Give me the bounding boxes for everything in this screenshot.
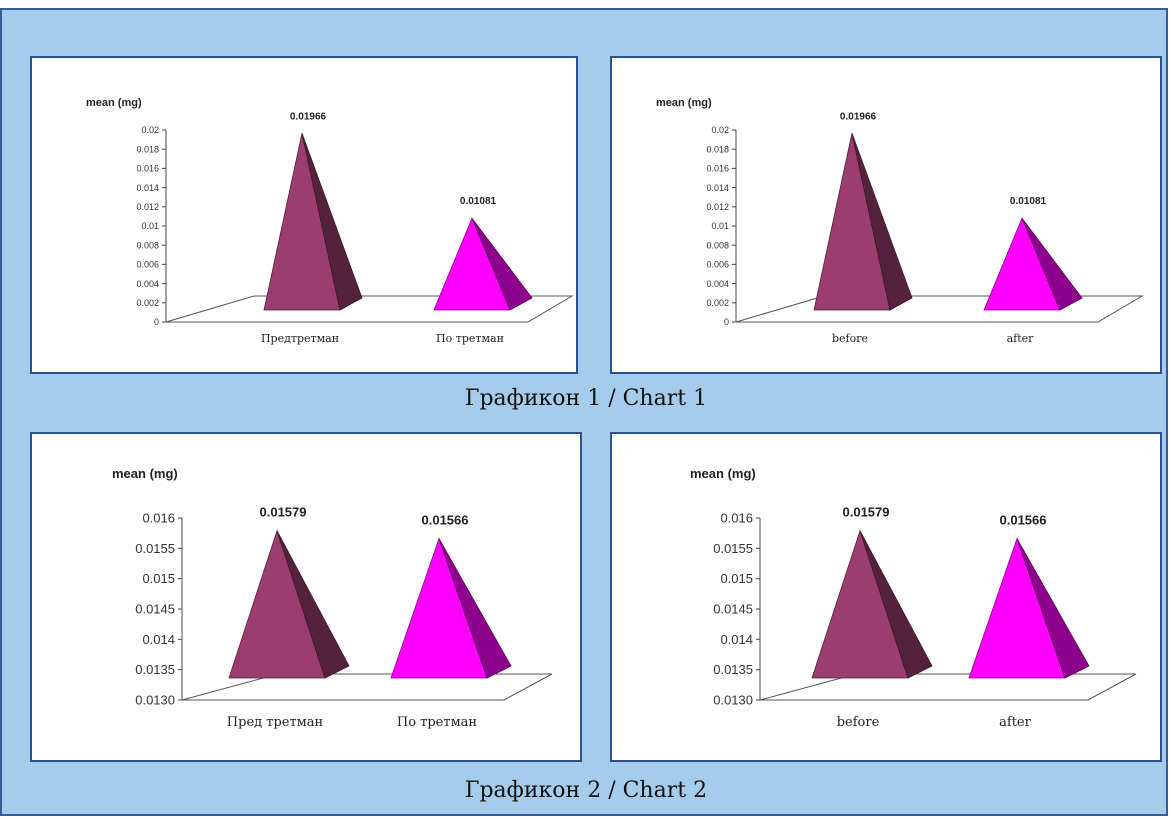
chart-1b-svg: mean (mg) 0.02 0.018 0.016 0.014 0.012 0.01 0.0…: [656, 97, 1144, 345]
y-tick-label: 0.008: [136, 240, 159, 250]
chart-floor: [759, 673, 1137, 701]
y-tick-label: 0.0155: [713, 541, 753, 556]
y-tick-label: 0.002: [136, 298, 159, 308]
y-tick-label: 0.02: [711, 125, 729, 135]
y-tick-label: 0.016: [720, 511, 753, 526]
chart-1a-svg: mean (mg) 0.02 0.018 0.016 0.014 0.012 0.01 0.0…: [86, 97, 574, 345]
y-tick-label: 0.014: [142, 632, 175, 647]
y-axis-label: mean (mg): [690, 466, 756, 481]
category-label: after: [999, 715, 1031, 730]
y-tick-label: 0.018: [136, 144, 159, 154]
category-label: По третман: [436, 332, 504, 345]
y-tick-label: 0.002: [706, 298, 729, 308]
y-tick-label: 0.004: [706, 279, 729, 289]
chart-2a-svg: mean (mg) 0.016 0.0155 0.015 0.0145 0.014 0.01…: [112, 466, 553, 730]
data-label: 0.01966: [290, 111, 327, 122]
y-tick-label: 0.0130: [713, 693, 753, 708]
data-label: 0.01081: [1010, 196, 1047, 207]
y-tick-label: 0.008: [706, 240, 729, 250]
y-axis-label: mean (mg): [86, 97, 142, 109]
data-label: 0.01966: [840, 111, 877, 122]
y-tick-label: 0: [154, 317, 159, 327]
category-label: Пред третман: [227, 715, 323, 730]
chart-panel-2b: mean (mg) 0.016 0.0155 0.015 0.0145 0.014 0.01…: [610, 432, 1162, 762]
y-tick-label: 0.012: [706, 202, 729, 212]
data-label: 0.01579: [260, 505, 307, 520]
y-tick-label: 0.0135: [135, 662, 175, 677]
category-label: Предтретман: [261, 332, 339, 345]
y-tick-label: 0.014: [720, 632, 753, 647]
category-label: before: [837, 715, 880, 730]
category-label: По третман: [397, 715, 477, 730]
chart-panel-2a: mean (mg) 0.016 0.0155 0.015 0.0145 0.014 0.01…: [30, 432, 582, 762]
chart-floor: [181, 673, 553, 701]
chart-floor: [735, 295, 1144, 323]
y-tick-label: 0.02: [141, 125, 159, 135]
y-tick-label: 0.014: [706, 183, 729, 193]
chart-panel-1a: mean (mg) 0.02 0.018 0.016 0.014 0.012 0.01 0.0…: [30, 56, 578, 374]
y-tick-label: 0.016: [706, 164, 729, 174]
y-tick-label: 0.0135: [713, 662, 753, 677]
y-tick-label: 0.006: [706, 260, 729, 270]
y-tick-label: 0.004: [136, 279, 159, 289]
caption-chart-2: Графикон 2 / Chart 2: [464, 778, 708, 803]
pyramid-side-face: [851, 133, 913, 311]
y-tick-label: 0.015: [720, 571, 753, 586]
y-tick-label: 0.0130: [135, 693, 175, 708]
pyramid-side-face: [1016, 538, 1090, 679]
y-tick-label: 0.006: [136, 260, 159, 270]
pyramid-side-face: [471, 217, 533, 311]
chart-2b-svg: mean (mg) 0.016 0.0155 0.015 0.0145 0.014 0.01…: [690, 466, 1137, 730]
pyramid-side-face: [438, 538, 512, 679]
y-tick-label: 0.01: [711, 221, 729, 231]
data-label: 0.01579: [843, 505, 890, 520]
y-tick-label: 0.016: [136, 164, 159, 174]
y-tick-label: 0.01: [141, 221, 159, 231]
chart-panel-1b: mean (mg) 0.02 0.018 0.016 0.014 0.012 0.01 0.0…: [610, 56, 1162, 374]
pyramid-side-face: [1021, 217, 1083, 311]
y-tick-label: 0: [724, 317, 729, 327]
y-tick-label: 0.015: [142, 571, 175, 586]
y-tick-label: 0.0145: [135, 602, 175, 617]
category-label: after: [1007, 332, 1035, 345]
y-tick-label: 0.012: [136, 202, 159, 212]
category-label: before: [832, 332, 868, 345]
y-tick-label: 0.0145: [713, 602, 753, 617]
data-label: 0.01566: [1000, 513, 1047, 528]
y-tick-label: 0.016: [142, 511, 175, 526]
y-tick-label: 0.0155: [135, 541, 175, 556]
figure-frame: mean (mg) 0.02 0.018 0.016 0.014 0.012 0.01 0.0…: [0, 8, 1168, 816]
data-label: 0.01566: [422, 513, 469, 528]
y-axis-label: mean (mg): [112, 466, 178, 481]
y-axis-label: mean (mg): [656, 97, 712, 109]
y-tick-label: 0.014: [136, 183, 159, 193]
data-label: 0.01081: [460, 196, 497, 207]
caption-chart-1: Графикон 1 / Chart 1: [464, 386, 708, 411]
y-tick-label: 0.018: [706, 144, 729, 154]
pyramid-side-face: [276, 530, 350, 679]
pyramid-side-face: [859, 530, 933, 679]
pyramid-side-face: [301, 133, 363, 311]
